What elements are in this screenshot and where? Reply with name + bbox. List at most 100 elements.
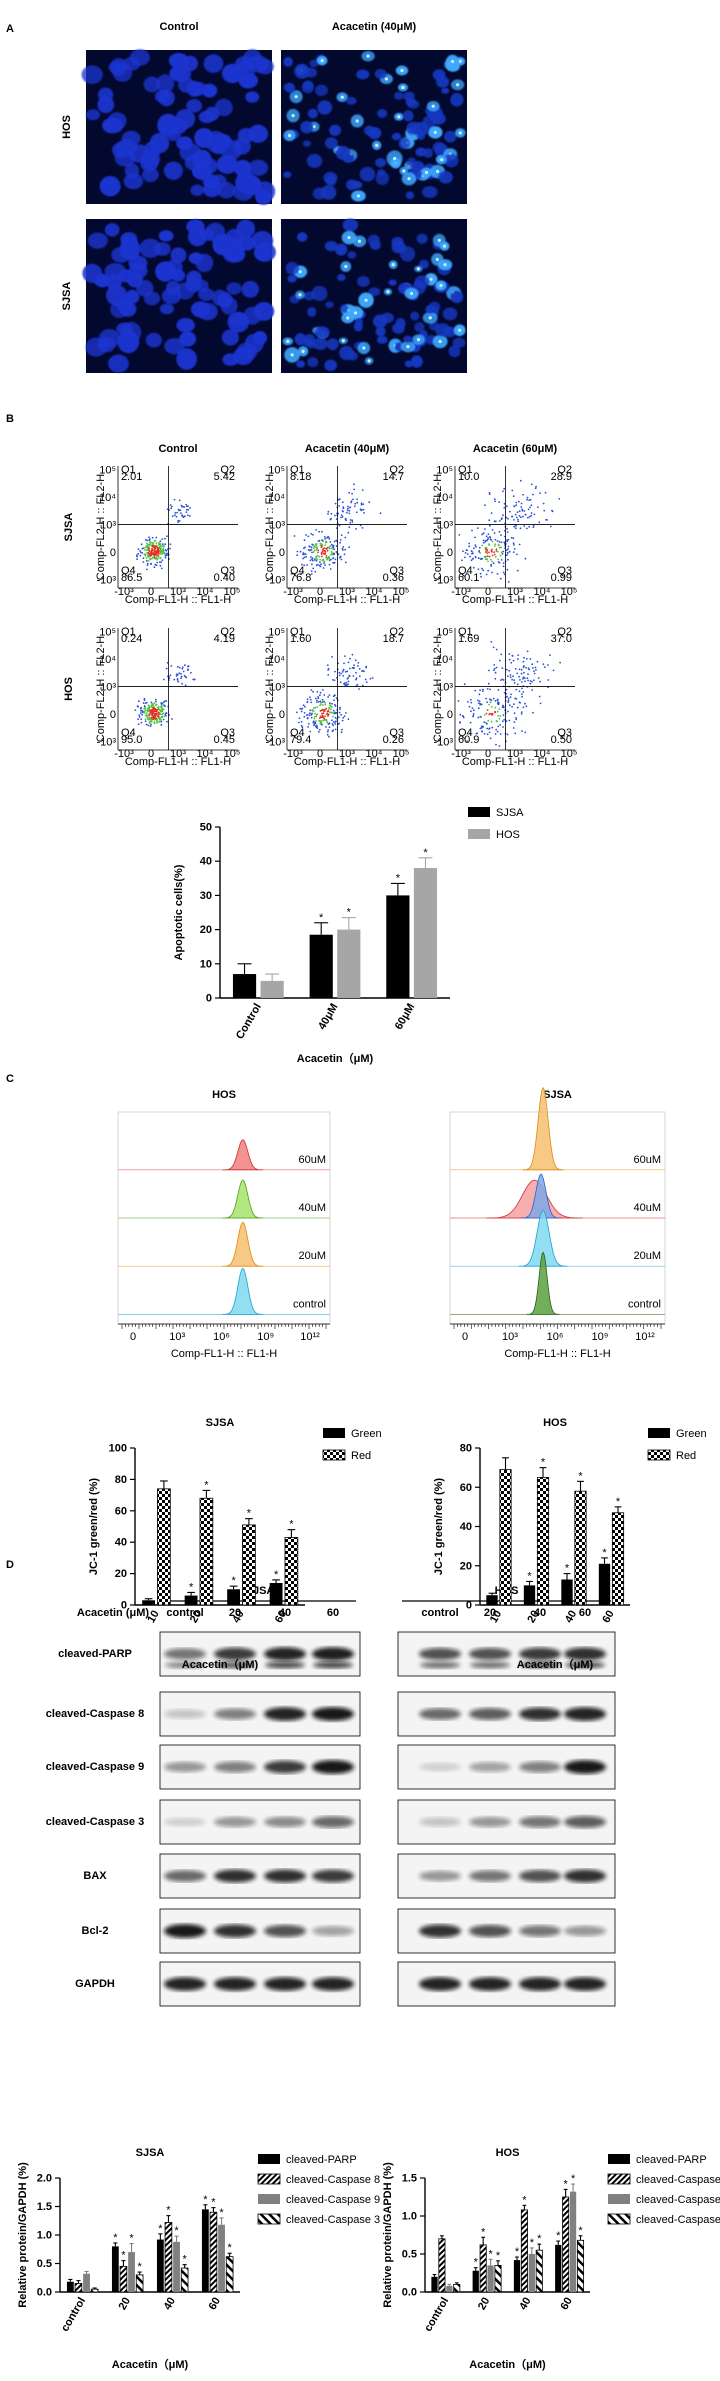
protein-label: BAX [83,1870,107,1882]
row-label: 60uM [298,1154,326,1166]
event-dot [147,547,150,550]
legend-label: cleaved-Caspase 9 [286,2194,380,2206]
event-dot [344,655,346,657]
nucleus-spot [286,339,290,343]
event-dot [505,688,508,691]
nucleus [145,332,162,348]
legend-label: Green [351,1428,382,1440]
event-dot [513,505,515,508]
bar [111,2246,119,2292]
nucleus [195,253,214,273]
event-dot [143,711,146,714]
y-tick-label: 0 [447,709,453,721]
x-tick-label: 10⁶ [213,1331,230,1343]
significance: * [556,2230,561,2242]
band [519,1816,561,1828]
nucleus [154,89,171,103]
x-axis-title: Comp-FL1-H :: FL1-H [125,756,231,768]
event-dot [516,569,519,572]
event-dot [314,712,316,715]
event-dot [486,727,489,730]
event-dot [193,678,196,681]
event-dot [467,701,469,703]
quadrant-value: 0.99 [551,572,572,584]
y-tick-label: 80 [460,1443,472,1455]
event-dot [330,550,333,553]
event-dot [160,705,163,708]
event-dot [517,518,519,521]
nucleus [375,326,386,337]
event-dot [472,709,475,712]
nucleus [241,280,259,298]
nucleus-spot [401,85,405,90]
nucleus-spot [355,119,359,123]
y-tick-label: 10⁵ [268,465,285,477]
band [519,1869,561,1883]
event-dot [513,712,516,715]
event-dot [512,551,515,553]
event-dot [518,675,520,678]
nucleus-spot [435,257,439,262]
x-tick-label: 20 [117,2296,134,2313]
event-dot [321,714,324,717]
event-dot [140,543,143,546]
significance: * [231,1575,236,1587]
event-dot [300,710,303,713]
event-dot [532,524,535,527]
bar [119,2265,128,2293]
event-dot [148,538,151,540]
event-dot [310,533,313,535]
event-dot [492,562,495,565]
event-dot [529,506,531,509]
event-dot [341,728,343,731]
event-dot [522,515,524,518]
event-dot [340,558,343,561]
event-dot [153,552,156,555]
event-dot [476,527,479,529]
nucleus [403,91,415,102]
event-dot [324,537,327,540]
event-dot [472,552,474,555]
event-dot [520,672,523,675]
nucleus [86,109,101,121]
event-dot [326,730,329,733]
event-dot [494,520,497,523]
quadrant-value: 8.18 [290,471,311,483]
event-dot [525,705,528,708]
event-dot [339,681,342,684]
nucleus-spot [442,244,447,248]
y-axis-title: Comp-FL2-H :: FL2-H [432,636,444,742]
event-dot [163,701,165,704]
event-dot [312,721,315,724]
event-dot [316,725,318,728]
quadrant-value: 18.7 [383,633,404,645]
significance: * [113,2232,118,2244]
event-dot [322,559,325,562]
event-dot [326,710,329,713]
event-dot [493,667,496,670]
event-dot [308,712,311,715]
event-dot [173,498,176,501]
x-tick-label: 20 [188,1609,205,1626]
band [564,1977,606,1991]
event-dot [170,507,173,510]
event-dot [359,508,362,511]
event-dot [327,510,330,513]
nucleus-spot [353,311,358,315]
event-dot [319,691,322,694]
event-dot [533,513,536,516]
x-tick-label: 10³ [502,1331,518,1343]
event-dot [316,554,319,557]
event-dot [312,567,315,570]
event-dot [344,561,347,564]
event-dot [303,556,306,559]
event-dot [508,704,511,707]
event-dot [497,558,500,561]
nucleus [116,322,133,336]
row-label: SJSA [61,282,73,311]
event-dot [325,556,328,559]
event-dot [473,547,475,550]
event-dot [310,712,313,715]
x-tick-label: 0 [462,1331,468,1343]
nucleus-spot [429,277,433,281]
